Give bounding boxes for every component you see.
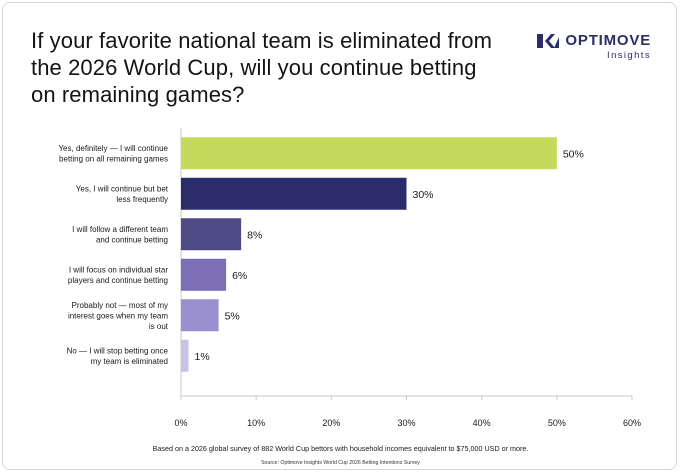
optimove-logo-icon xyxy=(537,33,560,48)
value-label: 5% xyxy=(225,310,240,322)
category-label: Yes, definitely — I will continue betting… xyxy=(58,144,168,164)
value-label: 6% xyxy=(232,270,247,282)
x-tick-label: 0% xyxy=(174,418,187,428)
brand-subtitle: Insights xyxy=(607,50,651,61)
category-label: I will follow a different team and contin… xyxy=(72,225,168,245)
bar xyxy=(181,299,219,332)
chart-title: If your favorite national team is elimin… xyxy=(31,28,492,107)
x-tick-label: 30% xyxy=(397,418,415,428)
bar xyxy=(181,137,557,170)
bar xyxy=(181,258,227,291)
x-tick-label: 20% xyxy=(322,418,340,428)
bar xyxy=(181,339,189,372)
category-label: Probably not — most of my interest goes w… xyxy=(68,301,169,331)
category-label: I will focus on individual star players a… xyxy=(68,266,168,286)
value-label: 30% xyxy=(413,189,434,201)
bar xyxy=(181,177,407,210)
category-label: Yes, I will continue but bet less frequen… xyxy=(76,185,169,205)
value-label: 1% xyxy=(195,351,210,363)
x-tick-label: 40% xyxy=(473,418,491,428)
x-tick-label: 50% xyxy=(548,418,566,428)
category-label: No — I will stop betting once my team is … xyxy=(67,347,169,367)
x-tick-label: 60% xyxy=(623,418,641,428)
chart-source: Source: Optimove Insights World Cup 2026… xyxy=(261,460,420,466)
bar xyxy=(181,218,242,251)
chart-card xyxy=(2,2,677,470)
value-label: 8% xyxy=(247,229,262,241)
value-label: 50% xyxy=(563,148,584,160)
brand-block: OPTIMOVE Insights xyxy=(537,32,651,61)
brand-name: OPTIMOVE xyxy=(565,32,651,49)
x-tick-label: 10% xyxy=(247,418,265,428)
chart-note: Based on a 2026 global survey of 882 Wor… xyxy=(152,444,529,453)
